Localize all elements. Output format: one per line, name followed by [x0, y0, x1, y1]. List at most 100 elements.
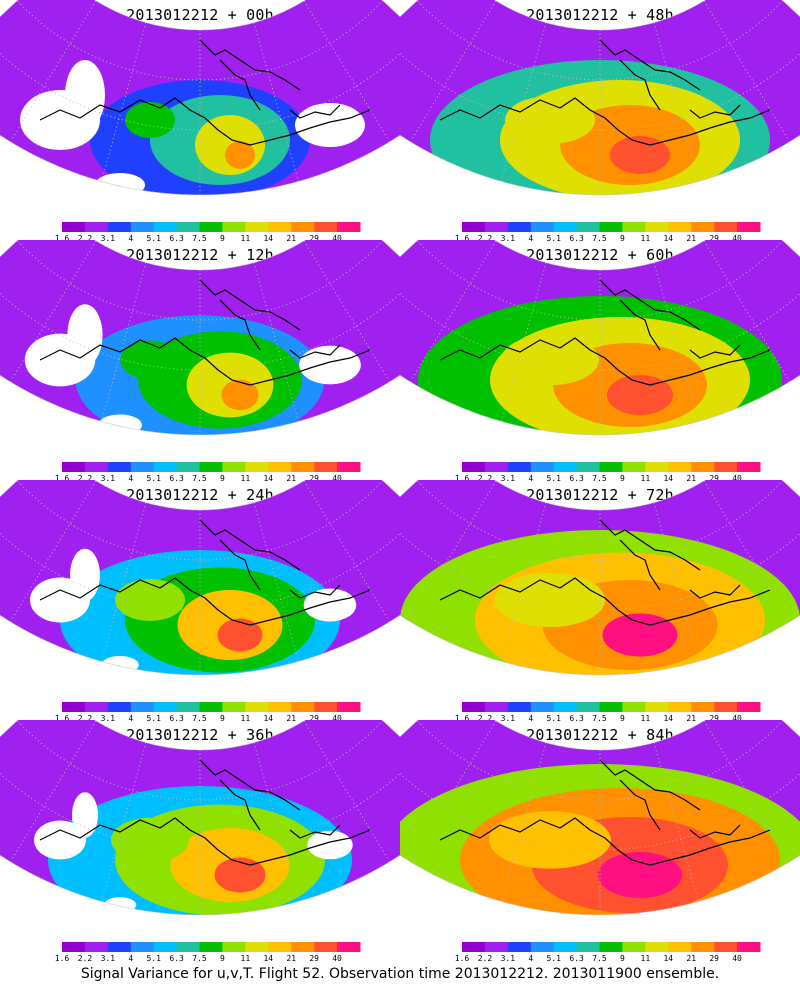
colorbar-segment: [130, 222, 155, 232]
panel-title: 2013012212 + 72h: [526, 486, 674, 504]
variance-contour: [607, 375, 673, 415]
no-data-area: [307, 830, 353, 860]
variance-map: [400, 480, 800, 712]
variance-map: [400, 0, 800, 232]
colorbar-segment: [530, 222, 555, 232]
no-data-area: [299, 345, 361, 385]
colorbar-segment: [291, 942, 315, 952]
colorbar-tick-label: 7.5: [592, 954, 607, 963]
map-boundary: [400, 720, 800, 916]
colorbar-tick-label: 5.1: [546, 714, 561, 723]
colorbar-segment: [62, 942, 86, 952]
colorbar-segment: [599, 222, 623, 232]
colorbar-tick-label: 14: [263, 954, 274, 963]
colorbar-segment: [107, 222, 132, 232]
colorbar-segment: [245, 222, 269, 232]
colorbar-tick-label: 40: [332, 234, 342, 243]
map-panel: 2013012212 + 60h 1.6 2.2 3.1 4 5.1 6.3 7.5 9 11 14…: [400, 240, 800, 490]
colorbar-segment: [645, 222, 669, 232]
colorbar-segment: [462, 702, 486, 712]
colorbar-segment: [153, 942, 178, 952]
variance-contour: [111, 817, 189, 863]
colorbar-tick-label: 3.1: [500, 234, 516, 243]
colorbar-segment: [291, 702, 315, 712]
panel-title: 2013012212 + 48h: [526, 6, 674, 24]
parallel-line: [0, 34, 400, 131]
colorbar-tick-label: 6.3: [569, 474, 584, 483]
colorbar-segment: [622, 222, 646, 232]
colorbar-segment: [691, 222, 715, 232]
colorbar-segment: [176, 222, 201, 232]
panel-title: 2013012212 + 24h: [126, 486, 274, 504]
colorbar-tick-label: 29: [309, 474, 319, 483]
parallel-line: [400, 274, 800, 371]
variance-contour: [225, 141, 255, 169]
colorbar-tick-label: 14: [663, 714, 674, 723]
colorbar-segment: [62, 702, 86, 712]
colorbar-segment: [153, 222, 178, 232]
colorbar-tick-label: 2.2: [77, 714, 93, 723]
colorbar-segment: [576, 942, 601, 952]
colorbar-segment: [484, 462, 509, 472]
colorbar-tick-label: 3.1: [500, 954, 516, 963]
colorbar-tick-label: 29: [309, 954, 319, 963]
colorbar-tick-label: 1.6: [54, 714, 70, 723]
parallel-line: [400, 514, 800, 611]
colorbar-segment: [599, 702, 623, 712]
colorbar-segment: [314, 222, 338, 232]
colorbar-segment: [714, 702, 738, 712]
colorbar-tick-label: 2.2: [477, 234, 493, 243]
colorbar-segment: [668, 462, 692, 472]
colorbar-segment: [62, 222, 86, 232]
colorbar-segment: [268, 942, 292, 952]
colorbar-segment: [199, 942, 223, 952]
colorbar-tick-label: 2.2: [77, 954, 93, 963]
colorbar-tick-label: 4: [128, 954, 134, 963]
colorbar-segment: [291, 462, 315, 472]
parallel-line: [16, 480, 384, 561]
colorbar-tick-label: 1.6: [54, 954, 70, 963]
colorbar-tick-label: 4: [128, 474, 134, 483]
colorbar-segment: [484, 222, 509, 232]
colorbar-segment: [176, 942, 201, 952]
colorbar-segment: [507, 462, 532, 472]
figure-caption: Signal Variance for u,v,T. Flight 52. Ob…: [80, 966, 720, 982]
colorbar-segment: [107, 942, 132, 952]
map-panel: 2013012212 + 72h 1.6 2.2 3.1 4 5.1 6.3 7.5 9 11 14…: [400, 480, 800, 730]
no-data-area: [295, 103, 365, 147]
colorbar-tick-label: 9: [620, 234, 625, 243]
variance-contour: [115, 579, 185, 621]
variance-contour: [217, 618, 263, 652]
colorbar-segment: [691, 462, 715, 472]
colorbar-segment: [737, 702, 761, 712]
colorbar-segment: [199, 462, 223, 472]
colorbar-segment: [337, 702, 361, 712]
colorbar-tick-label: 2.2: [477, 954, 493, 963]
colorbar-segment: [337, 462, 361, 472]
colorbar-segment: [691, 702, 715, 712]
colorbar-tick-label: 14: [663, 474, 674, 483]
variance-map: [0, 720, 400, 952]
variance-contour: [489, 811, 611, 869]
parallel-line: [416, 480, 784, 561]
colorbar-tick-label: 9: [620, 474, 625, 483]
colorbar-segment: [84, 462, 109, 472]
parallel-line: [400, 754, 800, 851]
colorbar-segment: [507, 942, 532, 952]
map-panel: 2013012212 + 00h 1.6 2.2 3.1 4 5.1 6.3 7.5 9 11 14…: [0, 0, 400, 250]
colorbar-tick-label: 14: [263, 474, 274, 483]
colorbar-tick-label: 7.5: [192, 474, 207, 483]
colorbar-tick-label: 40: [732, 954, 742, 963]
colorbar-segment: [645, 942, 669, 952]
coastline: [39, 519, 371, 626]
colorbar-tick-label: 1.6: [454, 714, 470, 723]
colorbar-segment: [622, 942, 646, 952]
map-boundary: [400, 0, 800, 196]
colorbar-segment: [130, 942, 155, 952]
coastline: [39, 279, 371, 386]
colorbar-segment: [176, 702, 201, 712]
variance-contour: [598, 852, 682, 898]
colorbar-tick-label: 11: [640, 714, 651, 723]
colorbar-tick-label: 2.2: [477, 474, 493, 483]
colorbar-tick-label: 40: [332, 474, 342, 483]
